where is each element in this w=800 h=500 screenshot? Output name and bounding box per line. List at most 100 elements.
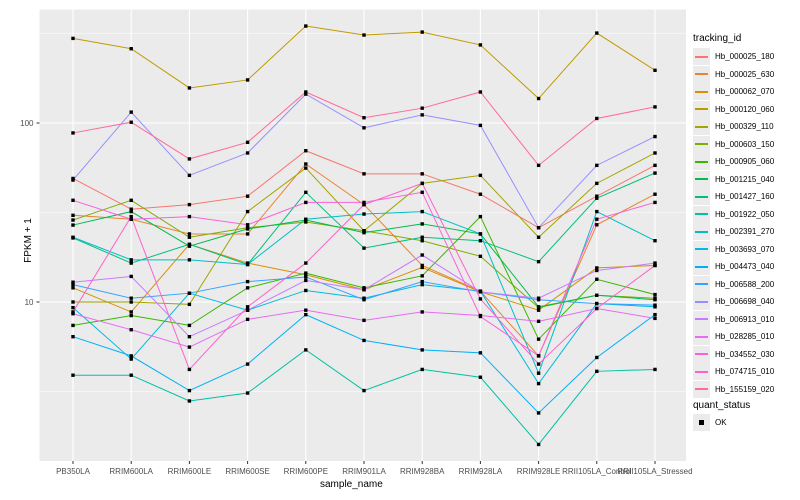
data-point — [304, 24, 308, 28]
data-point — [187, 291, 192, 295]
legend-item-Hb_034552_030: Hb_034552_030 — [693, 345, 775, 363]
legend-item-label: Hb_034552_030 — [715, 349, 775, 359]
data-point — [595, 355, 599, 360]
data-point — [595, 306, 599, 311]
data-point — [536, 308, 541, 312]
data-point — [420, 181, 424, 186]
x-axis-title: sample_name — [320, 479, 383, 490]
data-point — [304, 200, 308, 205]
data-point — [653, 316, 657, 321]
data-point — [420, 209, 424, 214]
data-point — [478, 314, 483, 319]
data-point — [536, 96, 541, 101]
data-point — [71, 131, 75, 135]
data-point — [245, 151, 250, 155]
data-point — [71, 305, 75, 310]
data-point — [595, 266, 599, 270]
data-point — [304, 278, 308, 283]
data-point — [595, 268, 599, 273]
data-point — [129, 300, 133, 304]
data-point — [653, 151, 657, 155]
legend-key-line-icon — [693, 293, 710, 310]
legend-item-label: Hb_155159_020 — [715, 384, 775, 394]
data-point — [129, 310, 133, 314]
data-point — [653, 239, 657, 243]
data-point — [245, 308, 250, 312]
data-point — [653, 68, 657, 72]
x-tick-label: RRIM901LA — [342, 467, 386, 476]
data-point — [71, 178, 75, 182]
data-point — [420, 30, 424, 34]
legend-key-line-icon — [693, 153, 710, 170]
data-point — [362, 202, 366, 207]
data-point — [304, 217, 308, 221]
data-point — [478, 214, 483, 219]
data-point — [245, 232, 250, 236]
data-point — [478, 192, 483, 196]
data-point — [653, 163, 657, 168]
legend-item-Hb_006913_010: Hb_006913_010 — [693, 310, 775, 328]
data-point — [362, 229, 366, 233]
data-point — [245, 140, 250, 145]
data-point — [420, 265, 424, 270]
data-point — [304, 220, 308, 224]
data-point — [362, 318, 366, 323]
legend-item-label: Hb_002391_270 — [715, 227, 775, 236]
legend-item-label: Hb_000603_150 — [715, 139, 775, 149]
data-point — [595, 369, 599, 374]
legend-title-quant-status: quant_status — [693, 400, 751, 411]
data-point — [71, 323, 75, 328]
legend-key-line-icon — [693, 205, 710, 223]
legend-item-label: Hb_001427_160 — [715, 192, 775, 201]
data-point — [536, 381, 541, 386]
legend-item-Hb_003693_070: Hb_003693_070 — [693, 240, 774, 258]
data-point — [187, 244, 192, 248]
x-tick-label: RRIM600LA — [109, 467, 153, 476]
data-point — [478, 351, 483, 355]
legend-item-Hb_001215_040: Hb_001215_040 — [693, 170, 774, 188]
data-point — [187, 258, 192, 262]
data-point — [187, 202, 192, 207]
legend-item-Hb_004473_040: Hb_004473_040 — [693, 258, 774, 275]
data-point — [187, 399, 192, 403]
data-point — [420, 106, 424, 110]
legend-item-label: Hb_000062_070 — [715, 87, 775, 96]
data-point — [187, 367, 192, 372]
legend-key-line-icon — [693, 363, 710, 380]
data-point — [129, 47, 133, 51]
data-point — [304, 348, 308, 352]
data-point — [71, 334, 75, 339]
legend-key-line-icon — [693, 258, 710, 275]
data-point — [304, 312, 308, 317]
data-point — [653, 200, 657, 205]
legend-item-label: Hb_006913_010 — [715, 314, 775, 324]
legend-item-Hb_000329_110: Hb_000329_110 — [693, 118, 774, 135]
data-point — [304, 275, 308, 279]
data-point — [71, 373, 75, 377]
data-point — [362, 33, 366, 37]
legend-item-Hb_155159_020: Hb_155159_020 — [693, 380, 775, 398]
legend-key-line-icon — [693, 83, 710, 100]
data-point — [478, 123, 483, 128]
legend-key-line-icon — [693, 310, 710, 328]
data-point — [129, 120, 133, 124]
legend-item-Hb_000120_060: Hb_000120_060 — [693, 100, 774, 118]
data-point — [129, 274, 133, 279]
legend-item-Hb_000025_180: Hb_000025_180 — [693, 48, 774, 65]
data-point — [420, 282, 424, 287]
legend-key-line-icon — [693, 170, 710, 188]
data-point — [71, 235, 75, 239]
data-point — [245, 362, 250, 366]
data-point — [478, 297, 483, 301]
data-point — [71, 218, 75, 222]
x-tick-label: RRIM600PE — [284, 467, 328, 476]
legend-item-Hb_000025_630: Hb_000025_630 — [693, 65, 774, 83]
legend-item-Hb_001427_160: Hb_001427_160 — [693, 188, 774, 205]
data-point — [653, 312, 657, 317]
legend-item-label: Hb_006698_040 — [715, 297, 775, 306]
data-point — [362, 200, 366, 205]
data-point — [420, 274, 424, 278]
legend-item-Hb_006698_040: Hb_006698_040 — [693, 293, 774, 310]
x-tick-label: RRIM928LA — [459, 467, 503, 476]
